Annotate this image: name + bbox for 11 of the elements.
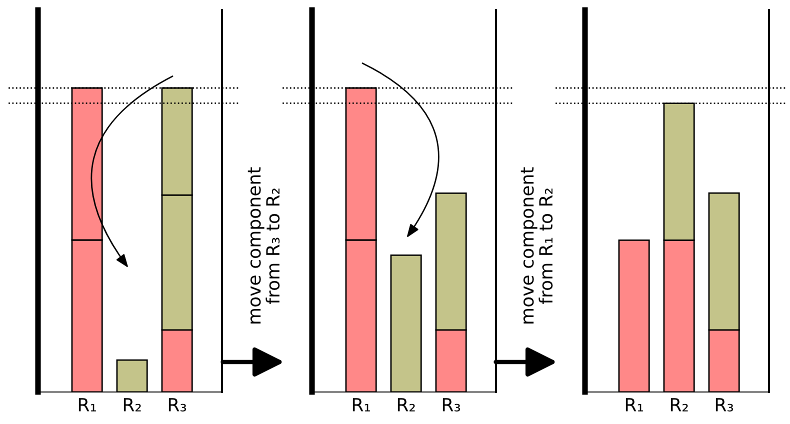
x-tick-label: R₂ <box>124 398 141 412</box>
x-tick-label: R₃ <box>442 398 460 412</box>
x-tick-label: R₁ <box>626 398 643 412</box>
x-tick-label: R₂ <box>670 398 688 412</box>
text: move component from R₃ to R₂ <box>248 167 280 324</box>
x-tick-label: R₂ <box>398 398 415 412</box>
x-tick-label: R₃ <box>716 398 734 412</box>
x-tick-label: R₁ <box>352 398 370 412</box>
x-tick-label: R₃ <box>168 398 186 412</box>
x-tick-label: R₁ <box>78 398 96 412</box>
text: move component from R₁ to R₂ <box>520 167 553 324</box>
